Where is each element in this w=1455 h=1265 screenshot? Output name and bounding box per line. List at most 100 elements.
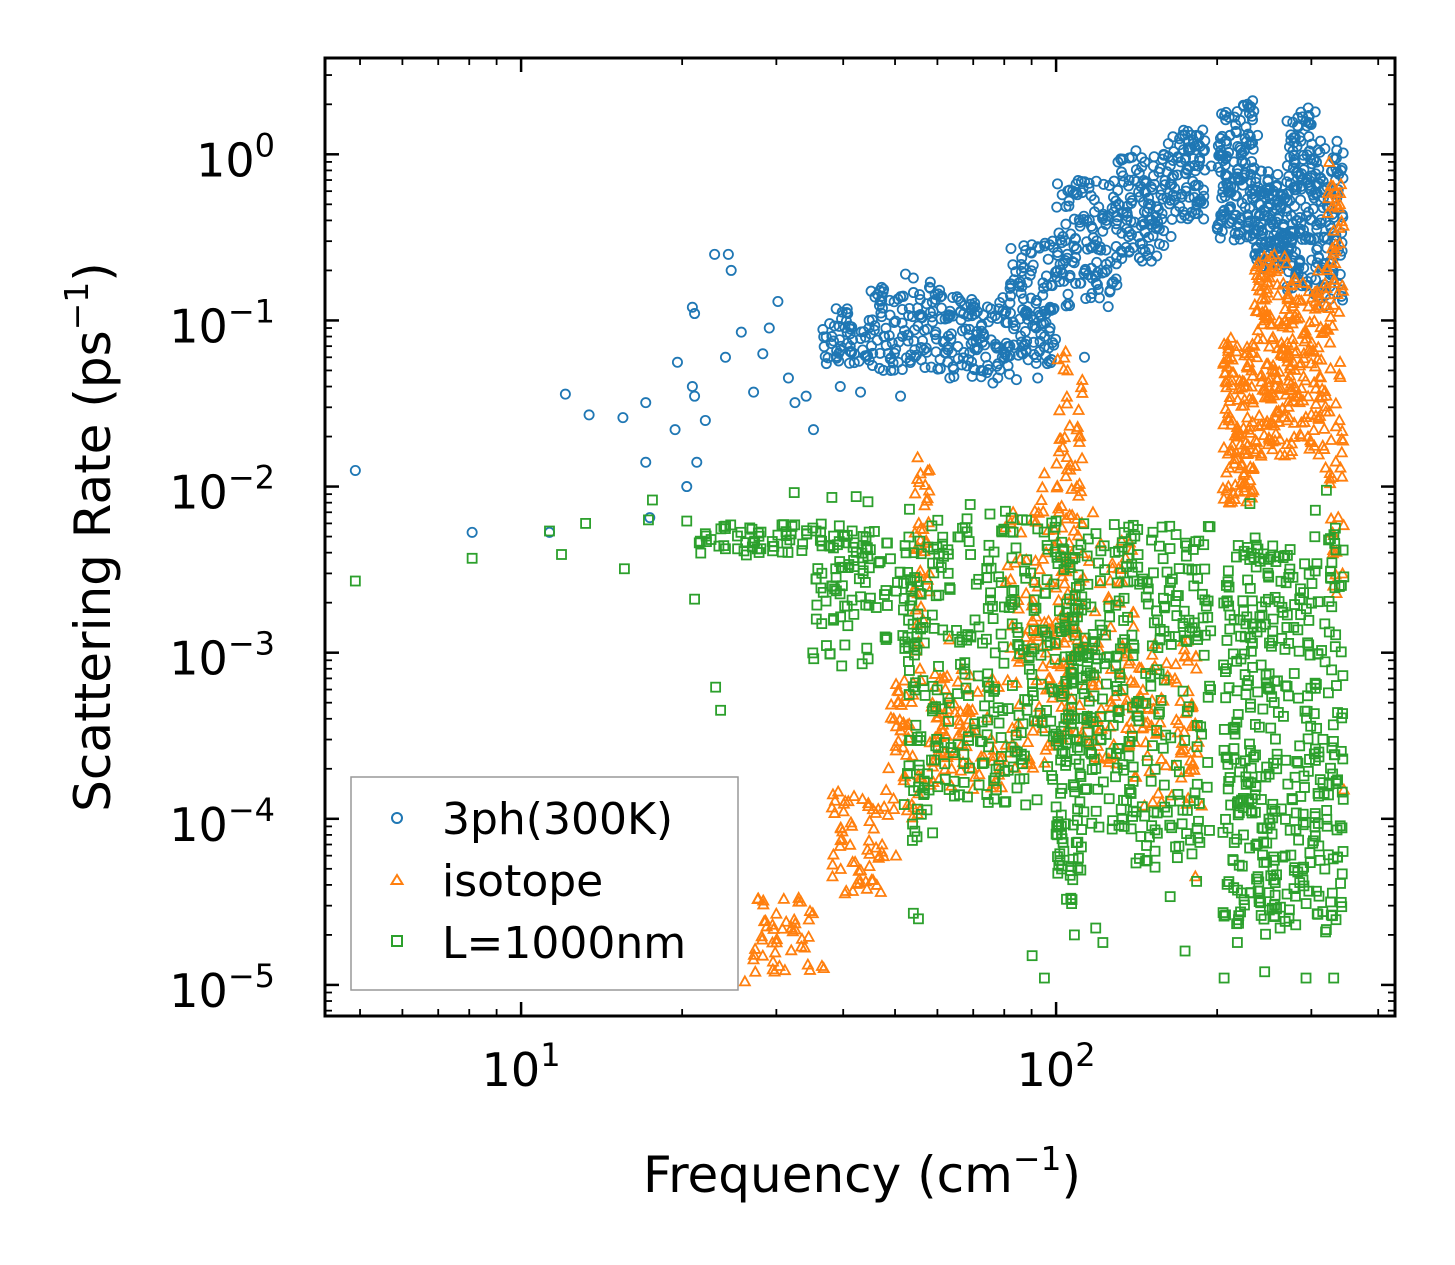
series-1-point (1333, 460, 1347, 473)
series-1-point (1297, 351, 1311, 364)
series-0-point (1167, 189, 1179, 201)
series-2-point (1280, 813, 1291, 825)
series-1-point (1318, 399, 1332, 412)
series-2-point (1245, 777, 1257, 789)
series-0-point (722, 248, 734, 260)
series-1-point (1029, 553, 1043, 566)
series-0-point (1281, 160, 1293, 172)
series-1-point (1159, 656, 1174, 669)
series-2-point (1218, 659, 1229, 671)
series-2-point (1250, 749, 1261, 761)
series-2-point (933, 589, 945, 601)
series-2-point (1047, 773, 1059, 785)
series-0-point (1168, 170, 1180, 182)
series-1-point (1223, 443, 1237, 456)
series-1-point (1329, 243, 1343, 256)
series-2-point (1238, 894, 1250, 906)
series-2-point (1290, 807, 1302, 819)
series-0-point (1197, 184, 1209, 196)
series-2-point (1261, 856, 1272, 868)
series-2-point (544, 525, 555, 537)
series-0-point (1297, 224, 1309, 236)
series-2-point (1238, 545, 1250, 557)
series-2-point (981, 563, 993, 574)
series-2-point (1039, 725, 1051, 737)
series-2-point (1072, 836, 1084, 848)
series-2-point (1310, 682, 1321, 694)
series-2-point (894, 566, 906, 578)
series-0-point (895, 390, 907, 402)
series-2-point (904, 600, 916, 612)
series-2-point (1272, 707, 1284, 718)
series-2-point (1218, 744, 1230, 756)
series-0-point (763, 322, 775, 334)
series-2-point (1067, 853, 1079, 865)
series-1-point (1322, 191, 1336, 204)
series-0-point (1214, 132, 1226, 144)
series-0-point (1014, 313, 1026, 325)
series-0-point (923, 281, 935, 293)
series-2-point (1172, 788, 1184, 800)
series-1-point (1337, 518, 1351, 531)
series-2-point (1337, 846, 1349, 857)
series-0-point (1246, 110, 1258, 122)
series-2-point (1084, 667, 1096, 679)
series-2-point (1247, 618, 1258, 630)
series-1-point (748, 964, 762, 977)
series-0-point (1139, 225, 1151, 237)
series-0-point (897, 291, 909, 303)
series-2-point (1244, 738, 1255, 750)
series-2-point (1039, 587, 1051, 599)
series-1-point (1321, 186, 1335, 198)
series-2-point (1078, 806, 1090, 818)
series-1-point (939, 729, 954, 741)
series-2-point (1032, 715, 1044, 727)
series-1-point (1067, 523, 1081, 536)
series-2-point (999, 796, 1010, 808)
series-2-point (1066, 701, 1078, 713)
series-0-point (1147, 183, 1159, 195)
series-1-point (1276, 276, 1290, 289)
series-0-point (1089, 271, 1101, 283)
series-2-point (1072, 741, 1083, 753)
series-2-point (1153, 540, 1165, 552)
series-2-point (1297, 874, 1309, 886)
series-1-point (1091, 739, 1105, 751)
series-0-point (833, 320, 845, 332)
series-2-point (913, 913, 924, 925)
series-2-point (1155, 695, 1167, 706)
series-1-point (1332, 413, 1346, 426)
series-1-point (1154, 795, 1169, 807)
series-1-point (1256, 332, 1270, 345)
series-2-point (1238, 605, 1249, 617)
series-1-point (1261, 437, 1275, 450)
series-1-point (788, 922, 802, 935)
series-2-point (1020, 799, 1032, 811)
series-2-point (1156, 521, 1168, 533)
series-2-point (932, 514, 944, 526)
series-1-point (794, 939, 808, 952)
series-2-point (865, 592, 876, 604)
series-2-point (1330, 775, 1342, 787)
series-0-point (1271, 179, 1283, 191)
series-2-point (1069, 781, 1080, 793)
series-2-point (1072, 569, 1084, 581)
series-1-point (1240, 447, 1254, 459)
series-1-point (1037, 615, 1051, 628)
series-1-point (860, 881, 874, 894)
series-2-point (1016, 514, 1028, 526)
series-0-point (1331, 135, 1343, 147)
series-2-point (1092, 783, 1104, 795)
series-2-point (1118, 794, 1129, 806)
series-1-point (1225, 373, 1239, 386)
series-2-point (1264, 637, 1275, 649)
series-2-point (1158, 602, 1170, 614)
series-0-point (910, 349, 922, 361)
series-1-point (1306, 343, 1320, 355)
series-2-point (1325, 565, 1336, 577)
series-1-point (1230, 429, 1244, 442)
series-2-point (1303, 885, 1315, 897)
series-1-point (845, 818, 859, 831)
series-0-point (980, 351, 992, 363)
series-1-point (892, 684, 906, 697)
